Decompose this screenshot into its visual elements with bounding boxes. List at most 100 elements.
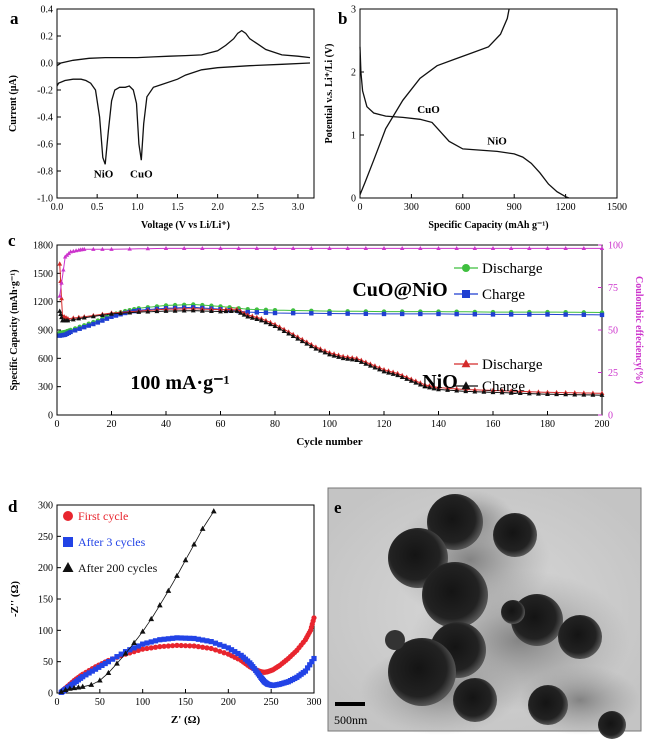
data-point [204,638,210,644]
data-point [254,246,260,250]
y-tick-label: 50 [43,657,53,668]
legend-marker [461,381,471,390]
legend-label: After 3 cycles [78,535,146,549]
data-point [472,389,478,394]
material-label: NiO [422,371,458,393]
data-point [191,635,197,642]
data-point [472,246,478,250]
y-tick-label: 1800 [33,241,53,252]
data-point [454,246,459,250]
data-point [218,308,223,314]
data-point [154,308,160,314]
data-point [174,642,180,648]
data-point [381,246,387,250]
data-point [212,640,219,646]
data-point [114,660,120,666]
data-point [331,353,337,358]
data-point [545,391,550,396]
data-point [340,355,346,361]
y-tick-label: 900 [38,326,53,337]
data-point [545,246,550,250]
data-point [212,647,219,653]
data-point [178,642,184,649]
data-point [70,316,76,322]
data-point [431,385,437,391]
voltage-curve-1 [359,8,510,196]
data-point [136,309,142,314]
data-point [234,308,240,313]
x-tick-label: 300 [307,697,322,708]
data-point [105,669,112,676]
data-point [99,312,105,317]
data-point [223,308,229,314]
panel-d: 0 50 100 150 200 250 300 0 50 100 150 200 250 300 Firs… [9,501,322,727]
data-point [90,313,96,319]
x-tick-label: 3.0 [292,202,305,213]
panel-letter-d: d [8,497,18,516]
y-tick-label: -0.2 [37,86,53,97]
data-point [187,643,193,649]
data-point [57,261,63,266]
data-point [81,315,87,320]
data-point [235,650,241,657]
x-tick-label: 50 [95,697,105,708]
data-point [395,372,401,378]
x-tick-label: 150 [178,697,193,708]
data-point [105,659,111,665]
data-point [82,246,87,251]
y-tick-label: -0.4 [37,113,53,124]
data-point [131,645,137,651]
scale-bar [335,702,365,706]
data-point [572,392,578,397]
data-point [144,645,150,652]
y-tick-label: 0 [48,411,53,422]
data-point [139,628,146,634]
data-point [399,311,405,317]
x-tick-label: 2.0 [211,202,224,213]
data-point [508,312,514,317]
data-point [221,643,227,649]
data-point [322,350,328,355]
data-point [272,246,278,250]
data-point [148,645,154,651]
data-point [363,311,369,316]
data-point [245,309,250,315]
data-point [454,311,459,317]
data-point [254,316,260,322]
data-point [581,246,587,250]
data-point [92,666,99,672]
data-point [88,681,95,687]
x-tick-label: 0.5 [91,202,104,213]
data-point [83,672,89,678]
data-point [508,246,514,250]
data-point [418,311,423,317]
data-point [161,643,167,649]
data-point [290,246,296,250]
y2-axis-label: Coulombic effeciency(%) [633,276,644,384]
data-point [327,311,332,316]
y-tick-label: 0 [351,194,356,205]
data-point [75,684,82,690]
data-point [238,310,243,315]
data-point [228,647,235,653]
legend-label: First cycle [78,509,128,523]
data-point [418,246,423,250]
legend-label: Discharge [482,261,543,277]
data-point [152,644,159,650]
data-point [236,308,241,314]
y-tick-label: 1200 [33,297,53,308]
data-point [263,319,269,325]
data-point [71,684,77,691]
data-point [308,343,314,349]
panel-c: 0 20 40 60 80 100 120 140 160 180 2000300600900120… [9,241,644,449]
phase-label: NiO [487,135,507,147]
legend-marker [62,562,74,572]
data-point [96,677,103,683]
data-point [386,370,391,375]
peak-label: NiO [94,169,114,181]
legend-label: After 200 cycles [78,561,158,575]
data-point [349,356,355,362]
y-axis-label: Potential v.s. Li⁺/Li (V) [324,44,335,144]
legend-marker [462,290,470,298]
